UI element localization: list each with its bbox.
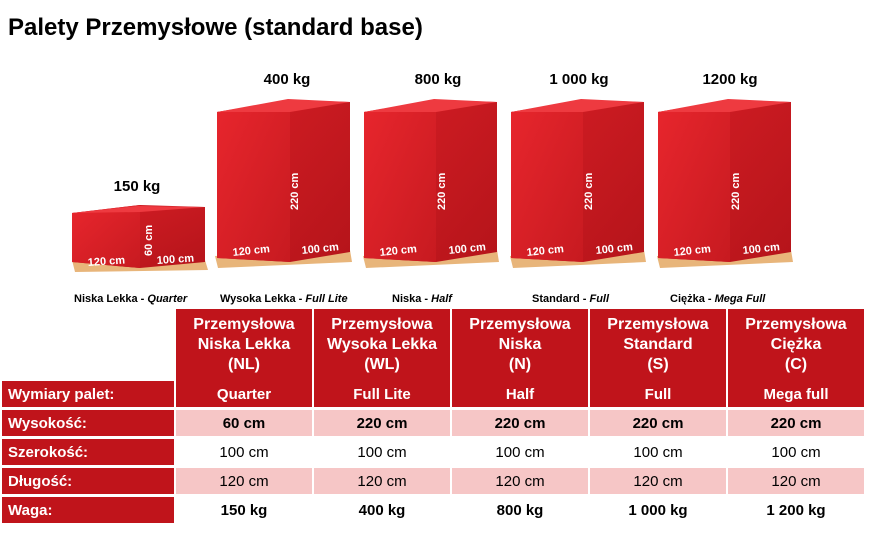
- table-row: Waga: 150 kg 400 kg 800 kg 1 000 kg 1 20…: [2, 497, 864, 526]
- pallet-dim-length: 120 cm: [379, 243, 418, 259]
- table-cell: 60 cm: [176, 410, 312, 439]
- column-header: Przemysłowa Niska (N): [452, 309, 588, 381]
- table-row: Długość: 120 cm 120 cm 120 cm 120 cm 120…: [2, 468, 864, 497]
- table-cell: Quarter: [176, 381, 312, 410]
- pallet-dim-height: 60 cm: [143, 225, 155, 256]
- table-cell: 150 kg: [176, 497, 312, 526]
- pallet-name-label: Niska - Half: [392, 293, 452, 305]
- pallet-spec-table: Przemysłowa Niska Lekka (NL) Przemysłowa Wy…: [0, 309, 866, 526]
- table-cell: 100 cm: [314, 439, 450, 468]
- table-cell: 120 cm: [452, 468, 588, 497]
- table-cell: 800 kg: [452, 497, 588, 526]
- column-header: Przemysłowa Niska Lekka (NL): [176, 309, 312, 381]
- row-label: Wymiary palet:: [2, 381, 174, 410]
- table-corner: [2, 309, 174, 381]
- pallet-dim-width: 100 cm: [156, 252, 194, 267]
- table-cell: 220 cm: [590, 410, 726, 439]
- row-label: Waga:: [2, 497, 174, 526]
- pallet-weight-label: 800 kg: [414, 71, 462, 88]
- pallet-name-label: Niska Lekka - Quarter: [74, 293, 188, 305]
- column-header: Przemysłowa Wysoka Lekka (WL): [314, 309, 450, 381]
- table-cell: Mega full: [728, 381, 864, 410]
- pallet-box-mega-full: 120 cm 100 cm 220 cm: [657, 99, 793, 268]
- row-label: Wysokość:: [2, 410, 174, 439]
- pallet-box-full-lite: 120 cm 100 cm 220 cm: [215, 99, 352, 268]
- table-cell: 100 cm: [176, 439, 312, 468]
- column-header: Przemysłowa Ciężka (C): [728, 309, 864, 381]
- table-cell: 400 kg: [314, 497, 450, 526]
- pallet-weight-label: 1200 kg: [702, 71, 758, 88]
- pallet-name-label: Ciężka - Mega Full: [670, 293, 766, 305]
- pallet-dim-width: 100 cm: [448, 241, 487, 257]
- table-cell: 1 200 kg: [728, 497, 864, 526]
- pallet-box-half: 120 cm 100 cm 220 cm: [363, 99, 499, 268]
- page-title: Palety Przemysłowe (standard base): [8, 14, 423, 41]
- pallet-dim-length: 120 cm: [673, 243, 712, 259]
- pallet-name-label: Standard - Full: [532, 293, 610, 305]
- table-row: Wymiary palet: Quarter Full Lite Half Fu…: [2, 381, 864, 410]
- table-cell: 120 cm: [590, 468, 726, 497]
- table-cell: 220 cm: [452, 410, 588, 439]
- pallet-dim-width: 100 cm: [595, 241, 634, 257]
- pallet-dim-width: 100 cm: [742, 241, 781, 257]
- pallet-dim-width: 100 cm: [301, 241, 340, 257]
- table-header-row: Przemysłowa Niska Lekka (NL) Przemysłowa Wy…: [2, 309, 864, 381]
- table-cell: 100 cm: [590, 439, 726, 468]
- pallet-dim-height: 220 cm: [583, 172, 595, 210]
- table-cell: Half: [452, 381, 588, 410]
- table-cell: 120 cm: [728, 468, 864, 497]
- pallet-dim-height: 220 cm: [289, 172, 301, 210]
- table-cell: Full Lite: [314, 381, 450, 410]
- table-row: Szerokość: 100 cm 100 cm 100 cm 100 cm 1…: [2, 439, 864, 468]
- table-cell: Full: [590, 381, 726, 410]
- table-cell: 100 cm: [728, 439, 864, 468]
- column-header: Przemysłowa Standard (S): [590, 309, 726, 381]
- table-cell: 120 cm: [314, 468, 450, 497]
- pallet-illustrations: 120 cm 100 cm 60 cm 120 cm 100 cm 220 cm…: [72, 99, 793, 272]
- pallet-box-quarter: 120 cm 100 cm 60 cm: [72, 205, 208, 272]
- pallet-dim-height: 220 cm: [436, 172, 448, 210]
- table-row: Wysokość: 60 cm 220 cm 220 cm 220 cm 220…: [2, 410, 864, 439]
- pallet-dim-length: 120 cm: [87, 254, 125, 269]
- table-cell: 220 cm: [728, 410, 864, 439]
- pallet-weight-label: 150 kg: [113, 178, 161, 195]
- pallet-dim-length: 120 cm: [526, 243, 565, 259]
- table-cell: 220 cm: [314, 410, 450, 439]
- table-cell: 1 000 kg: [590, 497, 726, 526]
- row-label: Szerokość:: [2, 439, 174, 468]
- pallet-box-full: 120 cm 100 cm 220 cm: [510, 99, 646, 268]
- table-cell: 100 cm: [452, 439, 588, 468]
- pallet-weight-label: 400 kg: [263, 71, 311, 88]
- row-label: Długość:: [2, 468, 174, 497]
- table-cell: 120 cm: [176, 468, 312, 497]
- pallet-name-label: Wysoka Lekka - Full Lite: [220, 293, 348, 305]
- pallet-dim-length: 120 cm: [232, 243, 271, 259]
- pallet-dim-height: 220 cm: [730, 172, 742, 210]
- pallet-weight-label: 1 000 kg: [549, 71, 609, 88]
